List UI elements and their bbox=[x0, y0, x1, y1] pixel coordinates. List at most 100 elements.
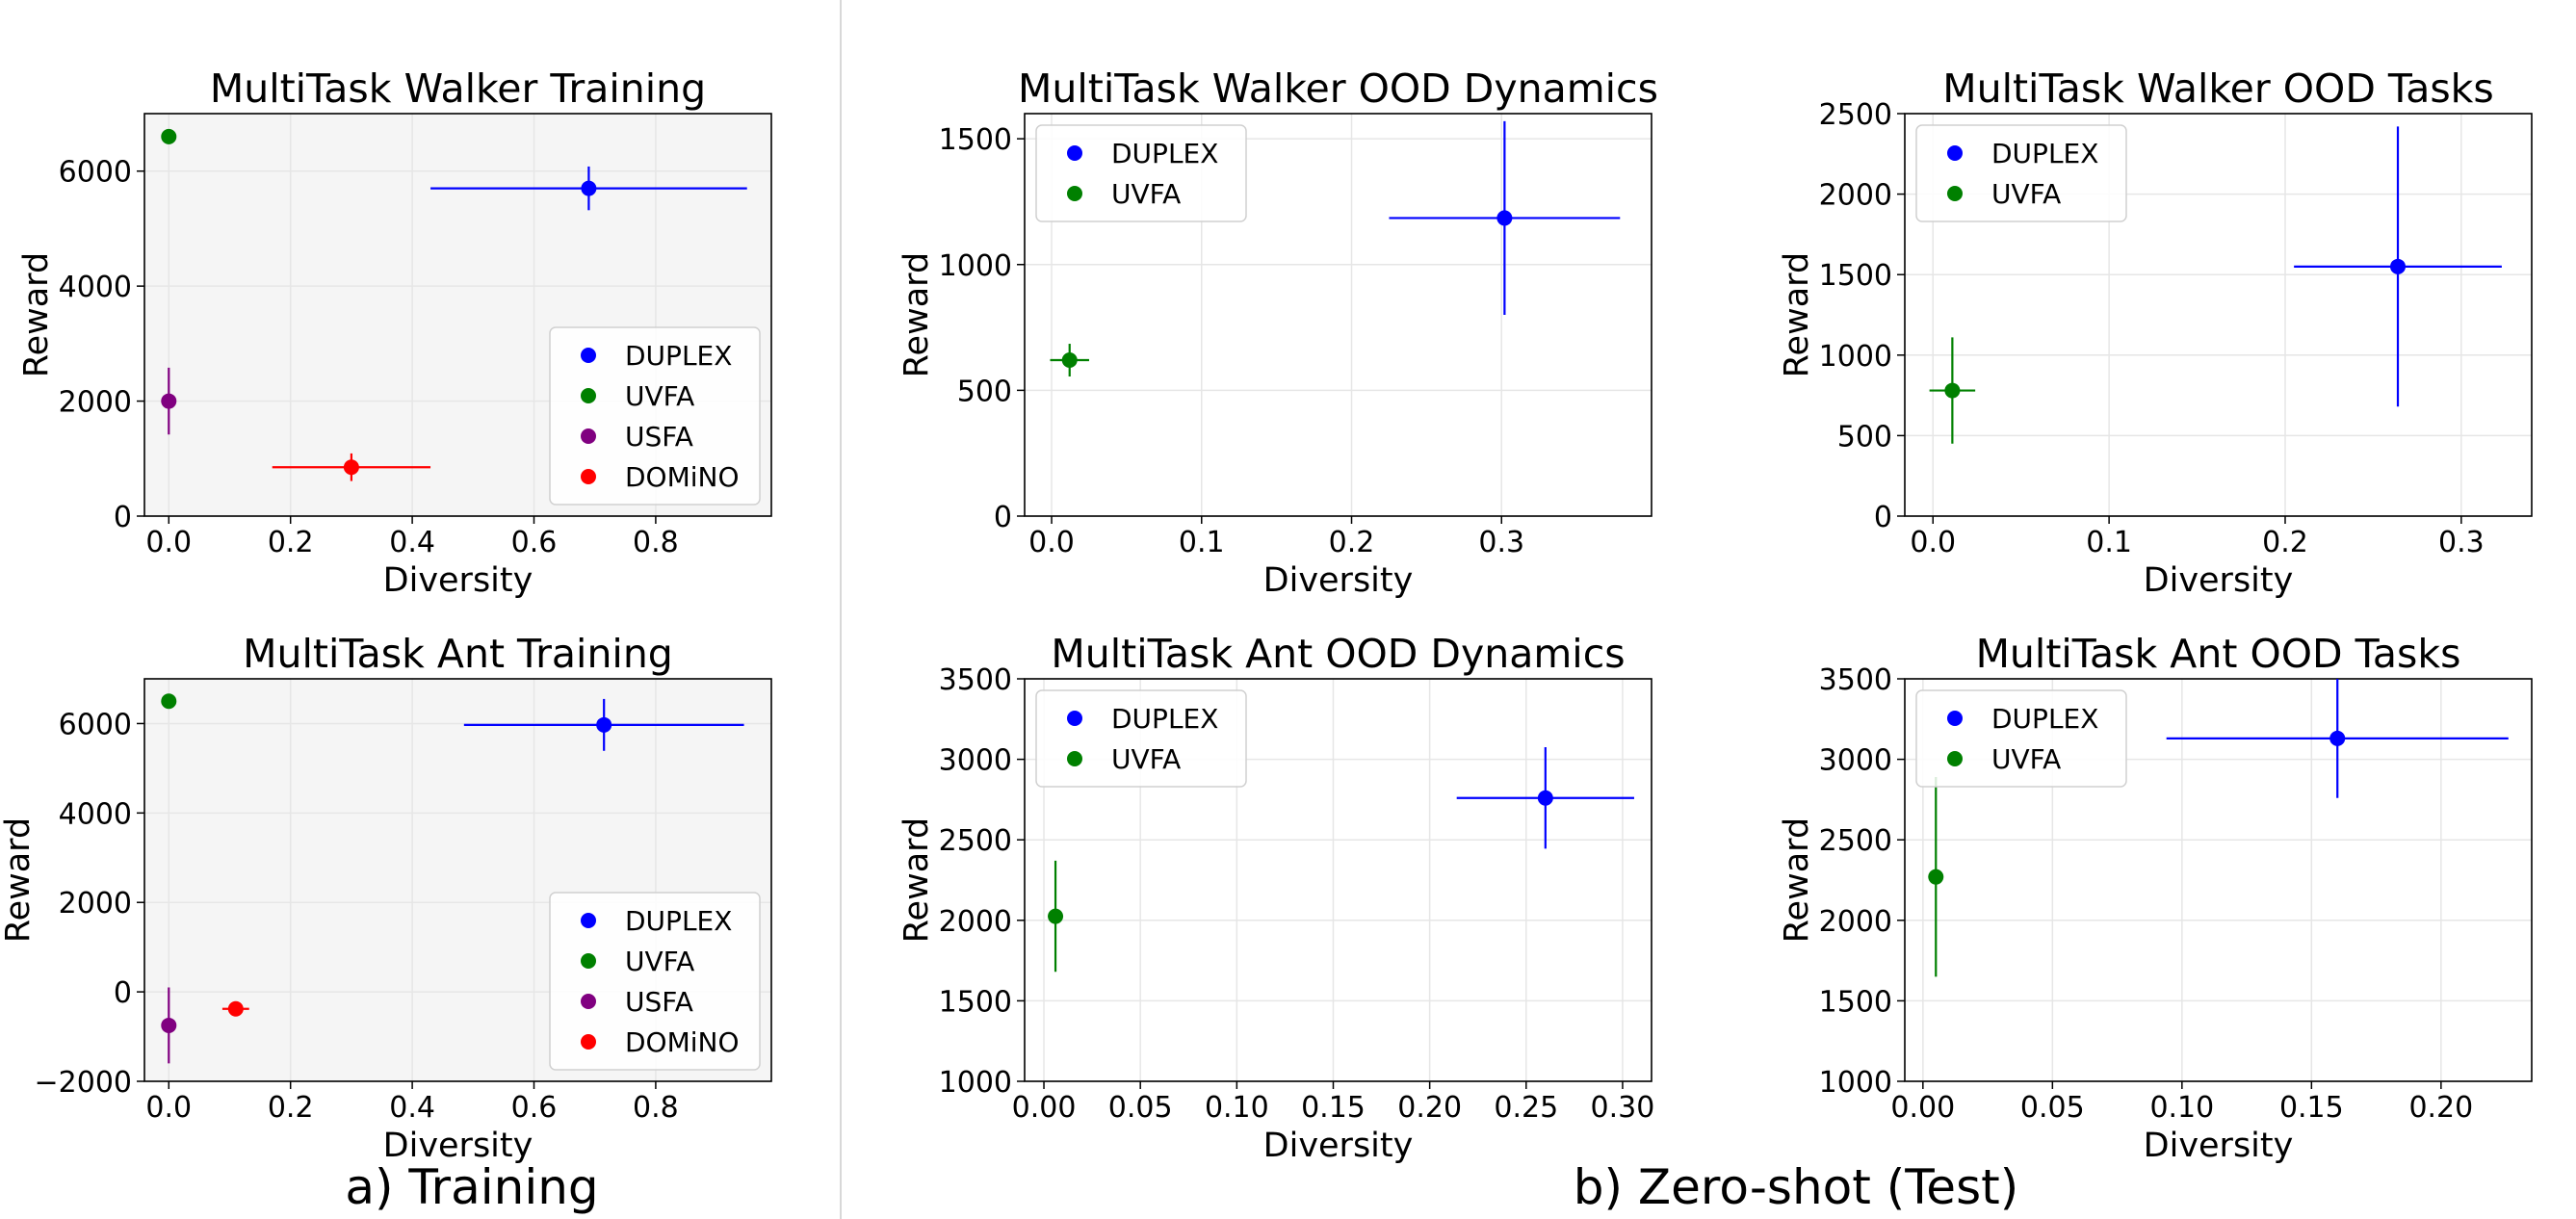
legend-box bbox=[549, 892, 761, 1071]
series-uvfa bbox=[1929, 337, 1976, 444]
legend-item: USFA bbox=[581, 421, 693, 453]
x-tick-label: 0.2 bbox=[1329, 526, 1375, 559]
legend-marker bbox=[1947, 145, 1963, 161]
legend-label: UVFA bbox=[625, 946, 694, 977]
plot-frame bbox=[1024, 113, 1652, 517]
chart-panel: 0.00 0.05 0.10 0.15 0.20 1000 1500 2000 2500 3000… bbox=[1778, 631, 2533, 1165]
legend-item: UVFA bbox=[1947, 178, 2061, 210]
data-point bbox=[1944, 382, 1961, 399]
legend-marker bbox=[1947, 186, 1963, 201]
legend-label: UVFA bbox=[1991, 178, 2061, 210]
legend-marker bbox=[581, 1034, 596, 1050]
chart-title: MultiTask Walker OOD Dynamics bbox=[1018, 65, 1658, 112]
x-tick-label: 0.0 bbox=[1910, 526, 1956, 559]
chart-title: MultiTask Ant OOD Dynamics bbox=[1051, 631, 1625, 677]
y-tick-label: 3500 bbox=[939, 663, 1012, 697]
chart-title: MultiTask Ant Training bbox=[243, 631, 673, 677]
series-duplex bbox=[2294, 126, 2502, 407]
y-tick-label: 3000 bbox=[1819, 744, 1892, 778]
y-tick-label: 1000 bbox=[939, 1066, 1012, 1100]
x-tick-label: 0.6 bbox=[511, 1091, 558, 1125]
series-duplex bbox=[430, 166, 747, 211]
y-tick-label: 2500 bbox=[1819, 824, 1892, 858]
legend-marker bbox=[581, 994, 596, 1009]
y-axis-label: Reward bbox=[1778, 817, 1816, 943]
y-tick-label: 2000 bbox=[939, 905, 1012, 939]
data-point bbox=[343, 459, 359, 476]
series-uvfa bbox=[1050, 344, 1089, 377]
x-tick-label: 0.25 bbox=[1494, 1091, 1558, 1125]
legend-label: UVFA bbox=[625, 380, 694, 412]
x-tick-label: 0.0 bbox=[145, 526, 192, 559]
legend-label: DUPLEX bbox=[625, 340, 732, 372]
legend-item: UVFA bbox=[581, 380, 694, 412]
x-tick-label: 0.30 bbox=[1591, 1091, 1655, 1125]
legend-marker bbox=[581, 348, 596, 363]
y-tick-label: 3500 bbox=[1819, 663, 1892, 697]
x-axis-label: Diversity bbox=[1263, 1127, 1414, 1165]
data-point bbox=[1048, 908, 1064, 924]
y-tick-label: 2000 bbox=[1819, 179, 1892, 213]
data-point bbox=[2390, 258, 2407, 274]
y-tick-label: 0 bbox=[994, 501, 1012, 534]
legend-label: DUPLEX bbox=[1111, 138, 1218, 169]
y-tick-label: 6000 bbox=[59, 156, 132, 190]
data-point bbox=[1061, 352, 1078, 369]
x-tick-label: 0.10 bbox=[1205, 1091, 1269, 1125]
legend-marker bbox=[581, 469, 596, 484]
legend-item: DUPLEX bbox=[1067, 138, 1218, 169]
y-axis-label: Reward bbox=[898, 252, 936, 377]
data-point bbox=[227, 1000, 244, 1017]
y-axis-label: Reward bbox=[17, 252, 56, 377]
series-uvfa bbox=[161, 693, 177, 710]
data-point bbox=[1537, 790, 1553, 806]
x-tick-label: 0.8 bbox=[633, 526, 679, 559]
y-axis-label: Reward bbox=[898, 817, 936, 943]
x-tick-label: 0.20 bbox=[1397, 1091, 1462, 1125]
x-tick-label: 0.00 bbox=[1890, 1091, 1955, 1125]
y-tick-label: 4000 bbox=[59, 271, 132, 304]
y-tick-label: 1500 bbox=[939, 985, 1012, 1019]
legend-box bbox=[1915, 689, 2127, 788]
data-point bbox=[161, 393, 177, 409]
x-tick-label: 0.2 bbox=[268, 526, 314, 559]
legend: DUPLEX UVFA USFA DOMiNO bbox=[549, 326, 761, 506]
y-tick-label: 0 bbox=[114, 501, 132, 534]
x-tick-label: 0.3 bbox=[2438, 526, 2485, 559]
x-tick-label: 0.0 bbox=[145, 1091, 192, 1125]
chart-panels: 0.0 0.2 0.4 0.6 0.8 0 2000 4000 6000 MultiTask Wa… bbox=[0, 65, 2533, 1165]
data-point bbox=[581, 180, 597, 196]
y-tick-label: 4000 bbox=[59, 797, 132, 831]
x-axis-label: Diversity bbox=[383, 561, 533, 600]
legend-item: USFA bbox=[581, 986, 693, 1018]
chart-panel: 0.0 0.2 0.4 0.6 0.8 −2000 0 2000 4000 6000 MultiTa… bbox=[0, 631, 772, 1165]
legend-box bbox=[1035, 124, 1247, 222]
y-tick-label: 0 bbox=[114, 976, 132, 1010]
series-uvfa bbox=[161, 128, 177, 144]
section-label-zero-shot: b) Zero-shot (Test) bbox=[1574, 1159, 2018, 1215]
y-tick-label: 2500 bbox=[939, 824, 1012, 858]
legend-marker bbox=[581, 428, 596, 444]
legend-marker bbox=[1067, 711, 1082, 726]
y-tick-label: 1000 bbox=[939, 249, 1012, 283]
y-tick-label: 6000 bbox=[59, 708, 132, 741]
legend-marker bbox=[1947, 751, 1963, 766]
legend-label: DOMiNO bbox=[625, 1026, 740, 1058]
y-axis-label: Reward bbox=[0, 817, 38, 943]
x-tick-label: 0.1 bbox=[1179, 526, 1225, 559]
x-tick-label: 0.2 bbox=[2262, 526, 2308, 559]
legend-marker bbox=[581, 388, 596, 403]
plot-frame bbox=[1904, 678, 2533, 1082]
data-point bbox=[161, 1017, 177, 1033]
chart-title: MultiTask Ant OOD Tasks bbox=[1976, 631, 2461, 677]
series-domino bbox=[221, 1000, 249, 1017]
x-tick-label: 0.05 bbox=[1108, 1091, 1173, 1125]
legend-item: DOMiNO bbox=[581, 1026, 740, 1058]
y-tick-label: 500 bbox=[957, 375, 1012, 408]
x-axis-label: Diversity bbox=[383, 1127, 533, 1165]
legend-marker bbox=[1067, 145, 1082, 161]
x-tick-label: 0.4 bbox=[389, 526, 435, 559]
x-tick-label: 0.20 bbox=[2408, 1091, 2473, 1125]
x-tick-label: 0.15 bbox=[1301, 1091, 1366, 1125]
